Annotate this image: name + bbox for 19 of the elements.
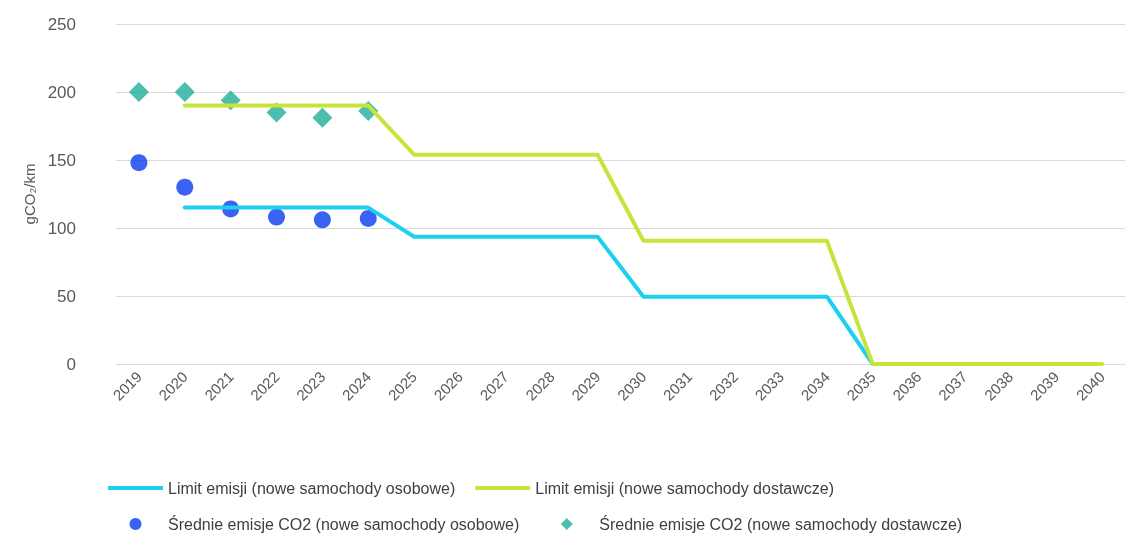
legend-label: Średnie emisje CO2 (nowe samochody osobowe): [168, 514, 520, 533]
point: [312, 107, 333, 128]
y-tick-label: 250: [47, 14, 76, 34]
y-tick-label: 0: [66, 354, 76, 374]
point: [176, 178, 194, 196]
legend-label: Limit emisji (nowe samochody dostawcze): [535, 479, 835, 497]
y-tick-label: 150: [47, 150, 76, 170]
y-tick-label: 50: [57, 286, 76, 306]
point: [130, 154, 148, 172]
point: [359, 209, 377, 227]
point: [313, 211, 331, 229]
point: [128, 82, 149, 102]
y-axis-title: gCO₂/km: [20, 163, 38, 225]
legend-label: Średnie emisje CO2 (nowe samochody dostawcze): [599, 514, 963, 533]
point: [174, 82, 195, 102]
legend-label: Limit emisji (nowe samochody osobowe): [168, 479, 456, 497]
y-tick-label: 200: [47, 82, 76, 102]
point: [268, 208, 286, 226]
y-tick-label: 100: [47, 218, 76, 238]
